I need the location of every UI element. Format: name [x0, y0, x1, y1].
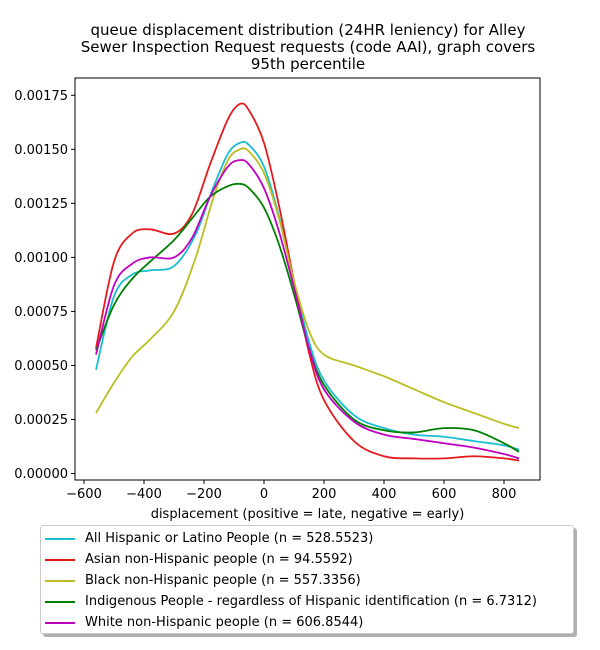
legend-label: Black non-Hispanic people (n = 557.3356) [85, 573, 361, 588]
y-tick-label: 0.00025 [14, 413, 68, 428]
x-tick-label: 600 [432, 487, 457, 502]
legend-swatch [45, 537, 75, 540]
x-tick-label: 200 [312, 487, 337, 502]
legend-item-0: All Hispanic or Latino People (n = 528.5… [45, 528, 573, 549]
chart-title: queue displacement distribution (24HR le… [81, 21, 536, 73]
y-tick-label: 0.00125 [14, 197, 68, 212]
chart-title-line: 95th percentile [251, 55, 365, 73]
y-axis: 0.00000 0.00025 0.00050 0.00075 0.00100 0.001… [14, 89, 75, 482]
x-tick-label: −600 [66, 487, 102, 502]
x-tick-label: −200 [186, 487, 222, 502]
legend-item-3: Indigenous People - regardless of Hispan… [45, 591, 573, 612]
chart: queue displacement distribution (24HR le… [14, 21, 541, 522]
legend-swatch [45, 600, 75, 603]
legend-swatch [45, 621, 75, 624]
chart-title-line: queue displacement distribution (24HR le… [91, 21, 526, 39]
y-tick-label: 0.00175 [14, 89, 68, 104]
y-tick-label: 0.00075 [14, 305, 68, 320]
series-line-2 [95, 147, 520, 429]
legend-label: Indigenous People - regardless of Hispan… [85, 594, 537, 609]
legend-item-4: White non-Hispanic people (n = 606.8544) [45, 612, 573, 633]
legend-item-1: Asian non-Hispanic people (n = 94.5592) [45, 549, 573, 570]
y-tick-label: 0.00100 [14, 251, 68, 266]
x-tick-label: −400 [126, 487, 162, 502]
series-line-1 [95, 102, 520, 462]
legend-label: Asian non-Hispanic people (n = 94.5592) [85, 552, 353, 567]
x-axis-label: displacement (positive = late, negative … [151, 507, 465, 522]
x-tick-label: 800 [492, 487, 517, 502]
series-line-0 [95, 140, 520, 451]
y-tick-label: 0.00050 [14, 359, 68, 374]
x-tick-label: 400 [372, 487, 397, 502]
y-tick-label: 0.00000 [14, 467, 68, 482]
y-tick-label: 0.00150 [14, 143, 68, 158]
series-line-3 [95, 182, 520, 453]
x-tick-label: 0 [260, 487, 268, 502]
plot-frame [74, 77, 541, 481]
legend-swatch [45, 558, 75, 561]
legend-label: White non-Hispanic people (n = 606.8544) [85, 615, 364, 630]
x-axis: −600 −400 −200 0 200 400 600 800 [66, 480, 516, 502]
legend-label: All Hispanic or Latino People (n = 528.5… [85, 531, 374, 546]
legend-item-2: Black non-Hispanic people (n = 557.3356) [45, 570, 573, 591]
legend: All Hispanic or Latino People (n = 528.5… [40, 525, 574, 634]
series-line-4 [95, 159, 520, 460]
series-group [95, 102, 520, 462]
legend-swatch [45, 579, 75, 582]
chart-title-line: Sewer Inspection Request requests (code … [81, 38, 536, 56]
